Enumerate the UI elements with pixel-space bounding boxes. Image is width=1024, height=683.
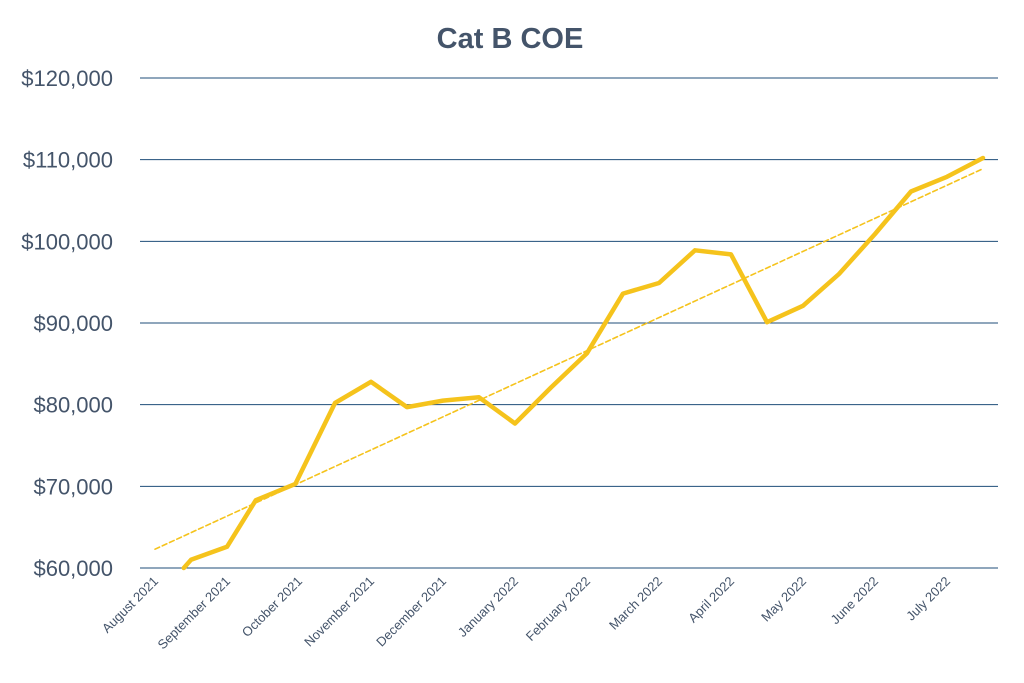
x-tick-label: August 2021 xyxy=(99,574,161,636)
x-tick-label: March 2022 xyxy=(606,574,665,633)
gridlines xyxy=(140,77,998,569)
y-tick-label: $70,000 xyxy=(33,474,113,499)
x-tick-label: November 2021 xyxy=(301,574,377,650)
series-line xyxy=(181,155,986,571)
x-tick-label: June 2022 xyxy=(828,574,882,628)
y-tick-label: $90,000 xyxy=(33,311,113,336)
x-tick-label: April 2022 xyxy=(685,574,737,626)
y-axis-ticks: $60,000 $70,000 $80,000 $90,000 $100,000 $110… xyxy=(21,66,113,581)
x-tick-label: July 2022 xyxy=(903,574,953,624)
y-tick-label: $60,000 xyxy=(33,556,113,581)
y-tick-label: $110,000 xyxy=(23,148,113,173)
trendline xyxy=(154,167,984,551)
chart-title: Cat B COE xyxy=(437,23,584,55)
x-tick-label: October 2021 xyxy=(239,574,305,640)
x-tick-label: December 2021 xyxy=(373,574,449,650)
x-tick-label: May 2022 xyxy=(758,574,809,625)
series xyxy=(154,155,986,571)
y-tick-label: $80,000 xyxy=(33,393,113,418)
y-tick-label: $100,000 xyxy=(21,229,113,254)
x-tick-label: January 2022 xyxy=(455,574,521,640)
x-tick-label: February 2022 xyxy=(523,574,593,644)
y-tick-label: $120,000 xyxy=(21,66,113,91)
x-tick-label: September 2021 xyxy=(155,574,234,653)
